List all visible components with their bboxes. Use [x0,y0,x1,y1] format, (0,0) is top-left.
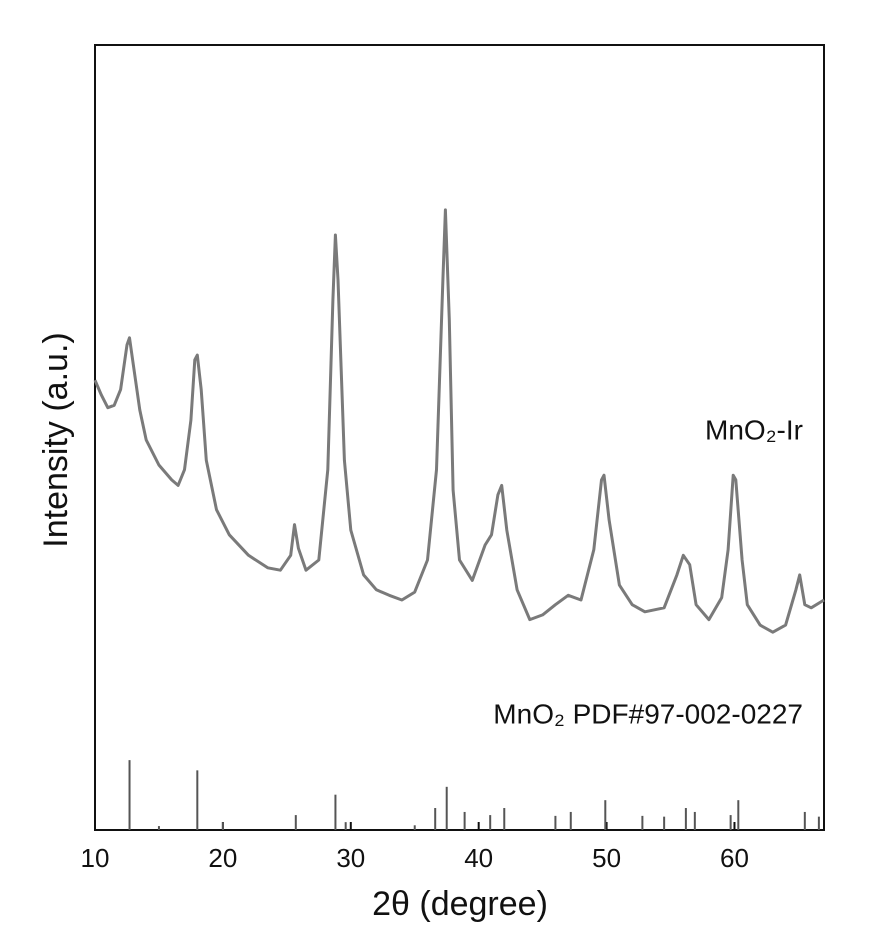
x-tick-label: 10 [81,843,110,873]
series-label: MnO₂-Ir [705,414,803,445]
x-tick-label: 30 [336,843,365,873]
y-axis-title: Intensity (a.u.) [37,332,75,547]
chart: 2θ (degree) Intensity (a.u.) MnO₂-Ir MnO… [0,0,869,942]
series-label: MnO₂ PDF#97-002-0227 [493,698,803,729]
x-tick-label: 40 [464,843,493,873]
x-tick-label: 20 [208,843,237,873]
x-axis-title: 2θ (degree) [372,885,548,923]
x-tick-label: 50 [592,843,621,873]
x-tick-label: 60 [720,843,749,873]
